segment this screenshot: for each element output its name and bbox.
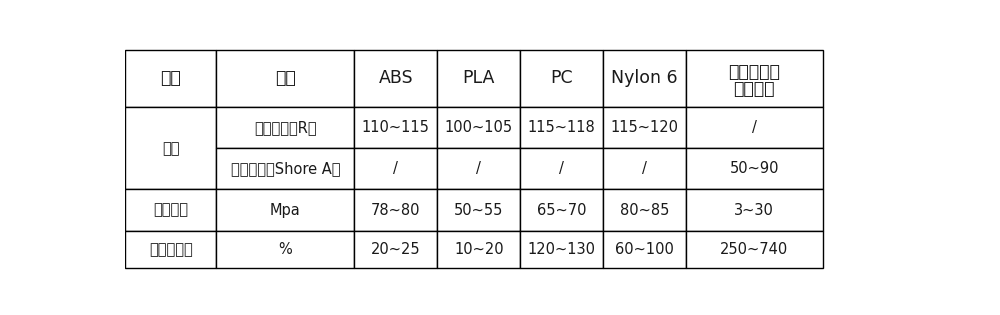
Text: 78~80: 78~80 — [371, 203, 421, 218]
Bar — [354, 148, 437, 189]
Text: 50~90: 50~90 — [730, 161, 779, 176]
Text: /: / — [559, 161, 564, 176]
Bar — [686, 107, 822, 148]
Text: 断裂伸长率: 断裂伸长率 — [149, 242, 193, 257]
Text: /: / — [393, 161, 398, 176]
Bar — [520, 148, 603, 189]
Text: Nylon 6: Nylon 6 — [611, 69, 678, 88]
Text: 110~115: 110~115 — [362, 120, 430, 135]
Bar — [216, 231, 354, 268]
Bar — [216, 50, 354, 107]
Bar — [354, 189, 437, 231]
Text: 10~20: 10~20 — [454, 242, 504, 257]
Bar — [354, 50, 437, 107]
Text: ABS: ABS — [379, 69, 413, 88]
Text: 100~105: 100~105 — [445, 120, 513, 135]
Text: 肖氏硬度（Shore A）: 肖氏硬度（Shore A） — [231, 161, 340, 176]
Text: 单位: 单位 — [275, 69, 296, 88]
Bar — [603, 189, 686, 231]
Text: 本发明软性: 本发明软性 — [728, 63, 780, 81]
Text: 50~55: 50~55 — [454, 203, 503, 218]
Text: 材料: 材料 — [160, 69, 181, 88]
Bar — [437, 107, 520, 148]
Text: /: / — [476, 161, 481, 176]
Text: 拉伸强度: 拉伸强度 — [153, 203, 188, 218]
Bar — [437, 189, 520, 231]
Text: 20~25: 20~25 — [371, 242, 421, 257]
Bar — [125, 107, 216, 189]
Bar — [437, 50, 520, 107]
Text: 115~120: 115~120 — [611, 120, 679, 135]
Bar — [125, 231, 216, 268]
Bar — [125, 189, 216, 231]
Bar — [686, 231, 822, 268]
Text: /: / — [752, 120, 757, 135]
Bar — [603, 107, 686, 148]
Bar — [216, 107, 354, 148]
Text: Mpa: Mpa — [270, 203, 301, 218]
Text: 硬度: 硬度 — [162, 141, 179, 156]
Bar — [520, 189, 603, 231]
Bar — [354, 231, 437, 268]
Text: 65~70: 65~70 — [537, 203, 586, 218]
Text: 80~85: 80~85 — [620, 203, 669, 218]
Text: PLA: PLA — [463, 69, 495, 88]
Bar — [216, 148, 354, 189]
Bar — [520, 231, 603, 268]
Bar — [354, 107, 437, 148]
Bar — [125, 50, 216, 107]
Bar — [437, 148, 520, 189]
Bar — [216, 189, 354, 231]
Bar — [686, 148, 822, 189]
Text: 打印材料: 打印材料 — [734, 80, 775, 98]
Bar — [603, 50, 686, 107]
Text: 115~118: 115~118 — [528, 120, 596, 135]
Bar — [603, 148, 686, 189]
Text: 洛氏硬度（R）: 洛氏硬度（R） — [254, 120, 317, 135]
Text: 120~130: 120~130 — [528, 242, 596, 257]
Text: /: / — [642, 161, 647, 176]
Bar — [437, 231, 520, 268]
Text: PC: PC — [550, 69, 573, 88]
Bar — [686, 50, 822, 107]
Text: 3~30: 3~30 — [734, 203, 774, 218]
Text: 250~740: 250~740 — [720, 242, 788, 257]
Bar — [520, 50, 603, 107]
Text: %: % — [279, 242, 292, 257]
Bar — [603, 231, 686, 268]
Bar — [520, 107, 603, 148]
Text: 60~100: 60~100 — [615, 242, 674, 257]
Bar — [686, 189, 822, 231]
